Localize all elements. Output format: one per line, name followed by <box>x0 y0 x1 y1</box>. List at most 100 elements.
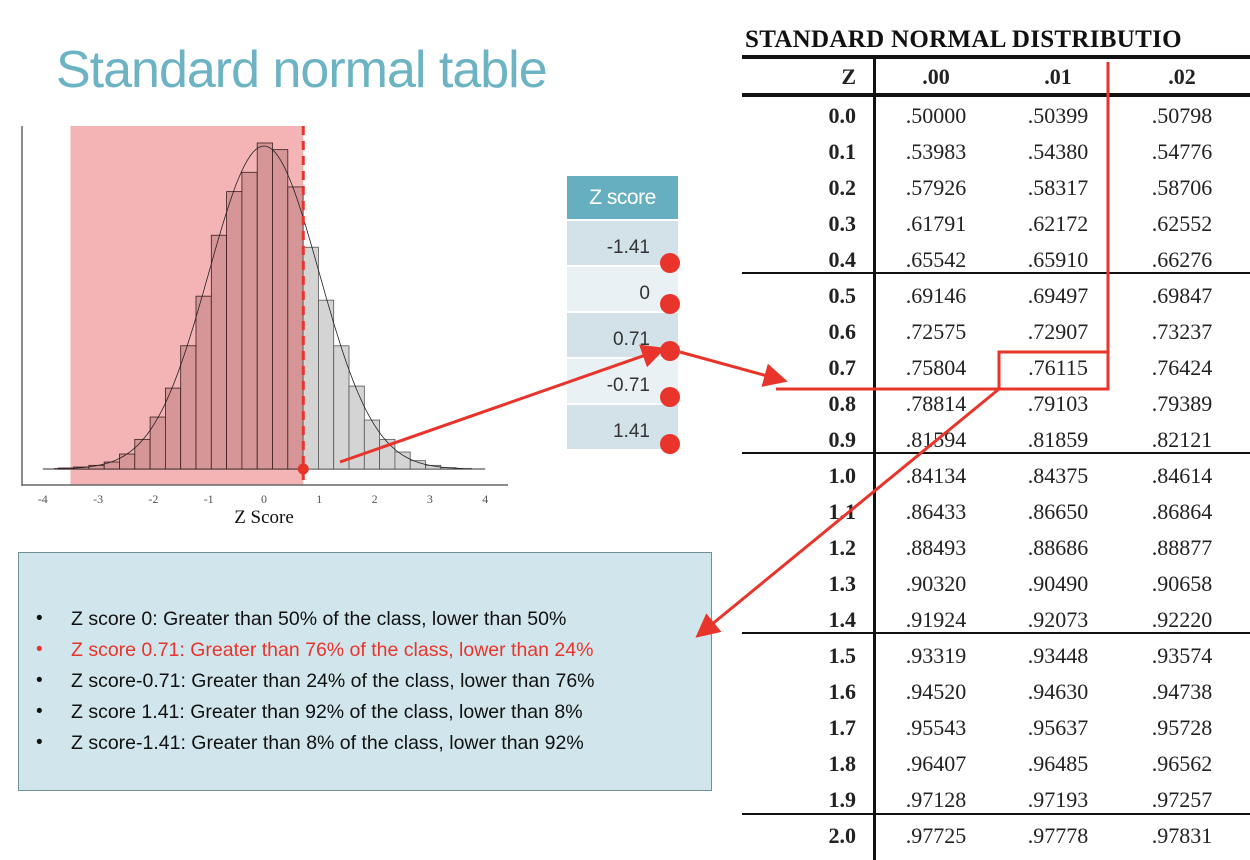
probability-cell: .93319 <box>905 643 967 668</box>
table-title: STANDARD NORMAL DISTRIBUTIO <box>745 26 1182 53</box>
z-value: 1.1 <box>828 499 857 524</box>
histogram-bar <box>348 385 365 470</box>
marker-dot <box>660 387 680 407</box>
slide-title: Standard normal table <box>56 41 548 99</box>
histogram-bar <box>287 186 304 470</box>
x-tick-label: -3 <box>93 492 103 506</box>
marker-dot <box>660 341 680 361</box>
probability-cell: .94738 <box>1151 679 1213 704</box>
bullet-icon: • <box>36 701 43 722</box>
probability-cell: .61791 <box>905 211 967 236</box>
x-tick-label: -4 <box>38 492 48 506</box>
probability-cell: .88877 <box>1151 535 1213 560</box>
note-item: Z score 0.71: Greater than 76% of the cl… <box>71 639 594 661</box>
probability-cell: .69497 <box>1027 283 1089 308</box>
x-tick-label: 4 <box>482 492 488 506</box>
marker-dot <box>660 253 680 273</box>
histogram-bar <box>455 467 472 470</box>
histogram-bar <box>318 299 335 470</box>
probability-cell: .54380 <box>1027 139 1089 164</box>
z-value: 1.7 <box>828 715 857 740</box>
probability-cell: .88686 <box>1027 535 1089 560</box>
probability-cell: .84134 <box>905 463 967 488</box>
probability-cell: .72575 <box>905 319 967 344</box>
probability-cell: .84614 <box>1151 463 1213 488</box>
probability-cell: .92220 <box>1151 607 1213 632</box>
histogram-bar <box>302 246 319 470</box>
probability-cell: .84375 <box>1027 463 1089 488</box>
x-tick-label: -2 <box>148 492 158 506</box>
z-value: 2.0 <box>828 823 857 848</box>
z-value: 1.9 <box>828 787 857 812</box>
z-value: 0.6 <box>828 319 857 344</box>
probability-cell: .81594 <box>905 427 967 452</box>
probability-cell: .54776 <box>1151 139 1213 164</box>
z-value: 0.0 <box>828 103 857 128</box>
cutoff-marker <box>297 463 309 475</box>
probability-cell: .97725 <box>905 823 967 848</box>
note-item: Z score 1.41: Greater than 92% of the cl… <box>71 701 583 723</box>
histogram-bar <box>164 387 182 470</box>
bullet-icon: • <box>36 732 43 753</box>
probability-cell: .91924 <box>905 607 967 632</box>
note-item: Z score 0: Greater than 50% of the class… <box>71 608 567 630</box>
probability-cell: .76115 <box>1028 355 1088 380</box>
probability-cell: .79103 <box>1027 391 1089 416</box>
z-score-histogram: -4 -3 -2 -1 0 1 2 3 4 Z Score <box>21 126 508 528</box>
z-value: 0.9 <box>828 427 857 452</box>
probability-cell: .76424 <box>1151 355 1213 380</box>
bullet-icon: • <box>36 608 43 629</box>
z-value: 0.1 <box>828 139 857 164</box>
probability-cell: .94520 <box>905 679 967 704</box>
probability-cell: .96562 <box>1151 751 1213 776</box>
probability-cell: .50399 <box>1027 103 1089 128</box>
probability-cell: .50798 <box>1151 103 1213 128</box>
probability-cell: .97193 <box>1027 787 1089 812</box>
z-value: 1.5 <box>828 643 857 668</box>
histogram-bar <box>180 345 197 470</box>
column-header: Z <box>841 64 856 89</box>
z-value: 0.4 <box>828 247 857 272</box>
table-rule <box>742 813 1250 815</box>
histogram-bar <box>226 191 243 470</box>
probability-cell: .58706 <box>1151 175 1213 200</box>
table-column-divider <box>873 57 876 860</box>
histogram-bar <box>210 234 228 470</box>
probability-cell: .50000 <box>905 103 967 128</box>
probability-cell: .81859 <box>1027 427 1089 452</box>
probability-cell: .90658 <box>1151 571 1213 596</box>
note-item: Z score-0.71: Greater than 24% of the cl… <box>71 670 595 692</box>
probability-cell: .72907 <box>1027 319 1089 344</box>
x-tick-label: 0 <box>261 492 267 506</box>
histogram-bar <box>363 419 381 470</box>
x-tick-label: 2 <box>372 492 378 506</box>
histogram-bar <box>119 453 136 470</box>
probability-cell: .53983 <box>905 139 967 164</box>
probability-cell: .96407 <box>905 751 967 776</box>
probability-cell: .95728 <box>1151 715 1213 740</box>
z-value: 1.0 <box>828 463 857 488</box>
probability-cell: .86433 <box>905 499 967 524</box>
probability-cell: .57926 <box>905 175 967 200</box>
histogram-bar <box>134 438 151 470</box>
marker-dot <box>660 434 680 454</box>
probability-cell: .97831 <box>1151 823 1213 848</box>
standard-normal-table: Z .00 .01 .02 0.0 .50000 .50399 .50798 0.1 .53983… <box>742 0 1250 860</box>
interpretation-box: • Z score 0: Greater than 50% of the clas… <box>18 552 712 791</box>
z-value: 1.2 <box>828 535 857 560</box>
histogram-bar <box>149 416 166 470</box>
column-header: .01 <box>1044 64 1072 89</box>
probability-cell: .88493 <box>905 535 967 560</box>
probability-cell: .65542 <box>905 247 967 272</box>
histogram-bar <box>379 438 396 470</box>
bullet-icon: • <box>36 639 43 660</box>
z-value: 0.3 <box>828 211 857 236</box>
bullet-icon: • <box>36 670 43 691</box>
z-value: 0.7 <box>828 355 857 380</box>
marker-dot <box>660 294 680 314</box>
probability-cell: .69847 <box>1151 283 1213 308</box>
z-value: 0.8 <box>828 391 857 416</box>
note-item: Z score-1.41: Greater than 8% of the cla… <box>71 732 584 754</box>
z-value: 1.8 <box>828 751 857 776</box>
x-tick-label: 1 <box>316 492 322 506</box>
